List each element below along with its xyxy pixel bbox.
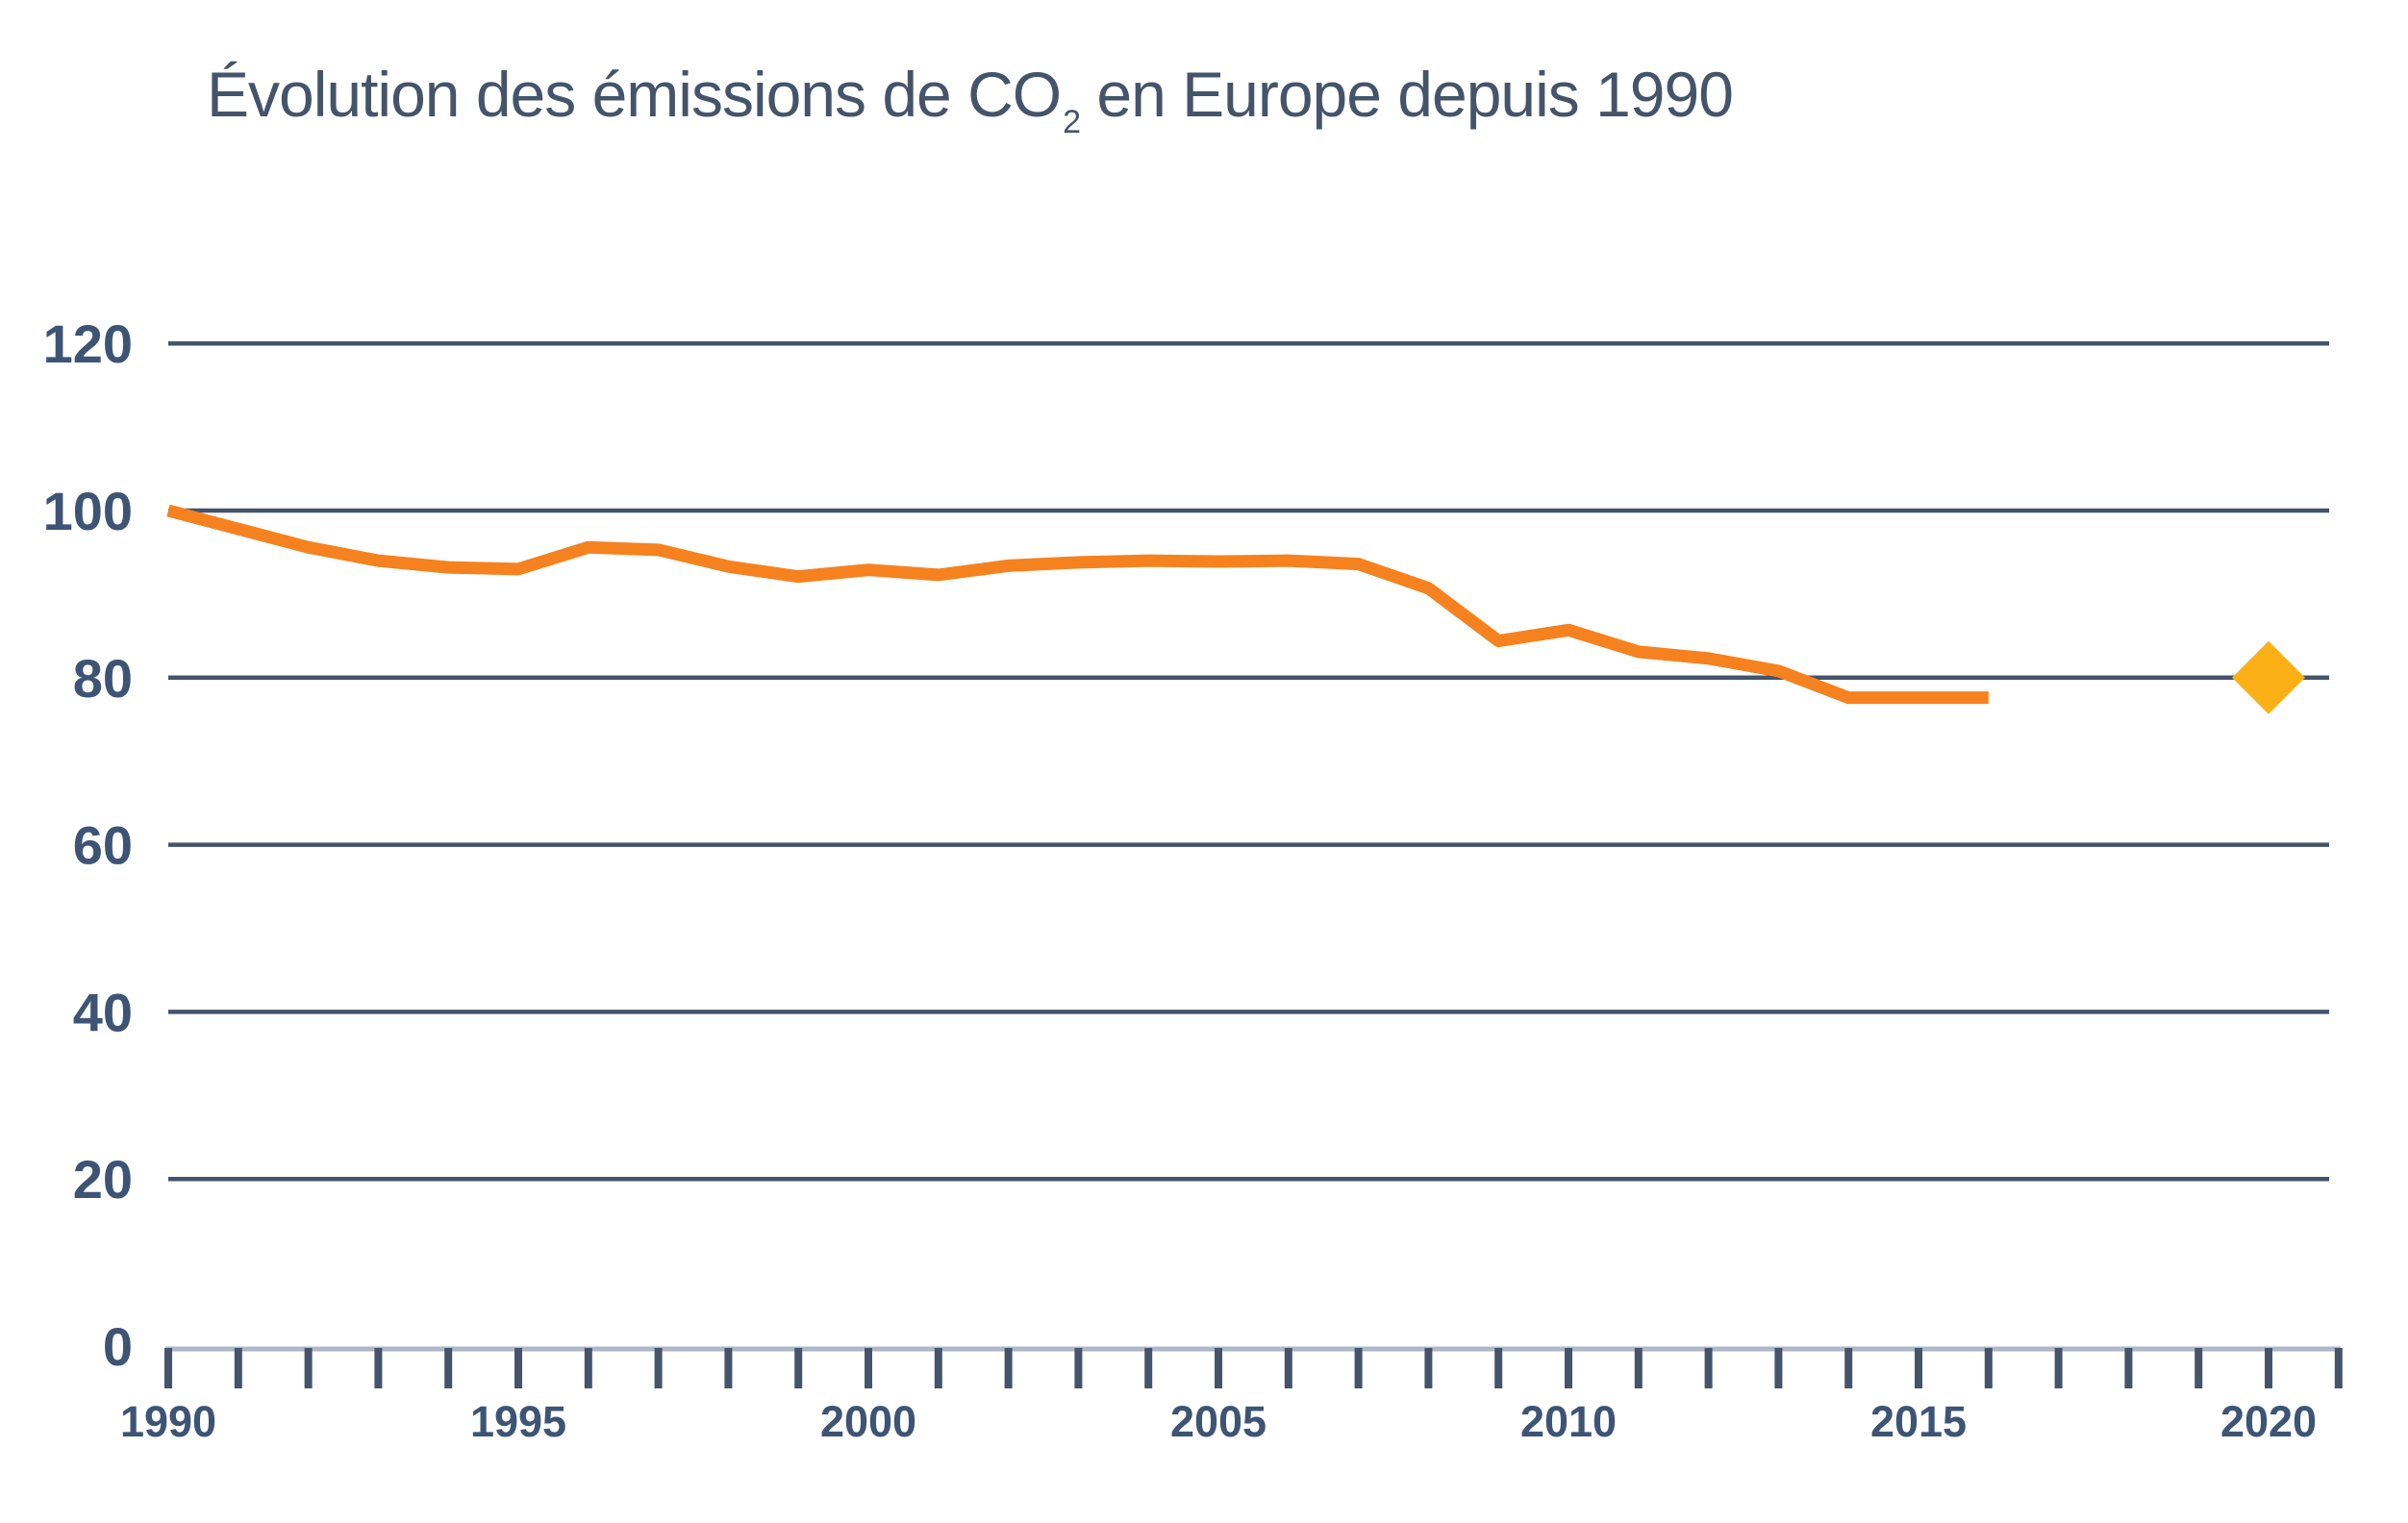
chart-title-suffix: en Europe depuis 1990 <box>1080 59 1734 130</box>
x-axis-label-1995: 1995 <box>470 1397 566 1446</box>
y-axis-label-80: 80 <box>73 648 133 709</box>
x-axis-label-2020: 2020 <box>2220 1397 2317 1446</box>
x-axis-label-2015: 2015 <box>1870 1397 1967 1446</box>
y-axis-label-40: 40 <box>73 982 133 1042</box>
x-axis-label-1990: 1990 <box>120 1397 216 1446</box>
emissions-line-series-0 <box>166 504 1989 705</box>
y-axis-label-100: 100 <box>43 481 133 541</box>
chart-title: Évolution des émissions de CO2 en Europe… <box>207 58 1734 140</box>
chart-title-subscript: 2 <box>1063 104 1081 140</box>
y-axis-label-60: 60 <box>73 815 133 876</box>
y-axis-label-120: 120 <box>43 313 133 374</box>
y-axis-label-20: 20 <box>73 1149 133 1210</box>
x-axis-label-2000: 2000 <box>820 1397 916 1446</box>
x-axis-label-2010: 2010 <box>1520 1397 1617 1446</box>
target-diamond-marker <box>2232 640 2305 714</box>
chart-title-prefix: Évolution des émissions de CO <box>207 59 1062 130</box>
x-axis-label-2005: 2005 <box>1170 1397 1267 1446</box>
y-axis-label-0: 0 <box>103 1316 133 1377</box>
